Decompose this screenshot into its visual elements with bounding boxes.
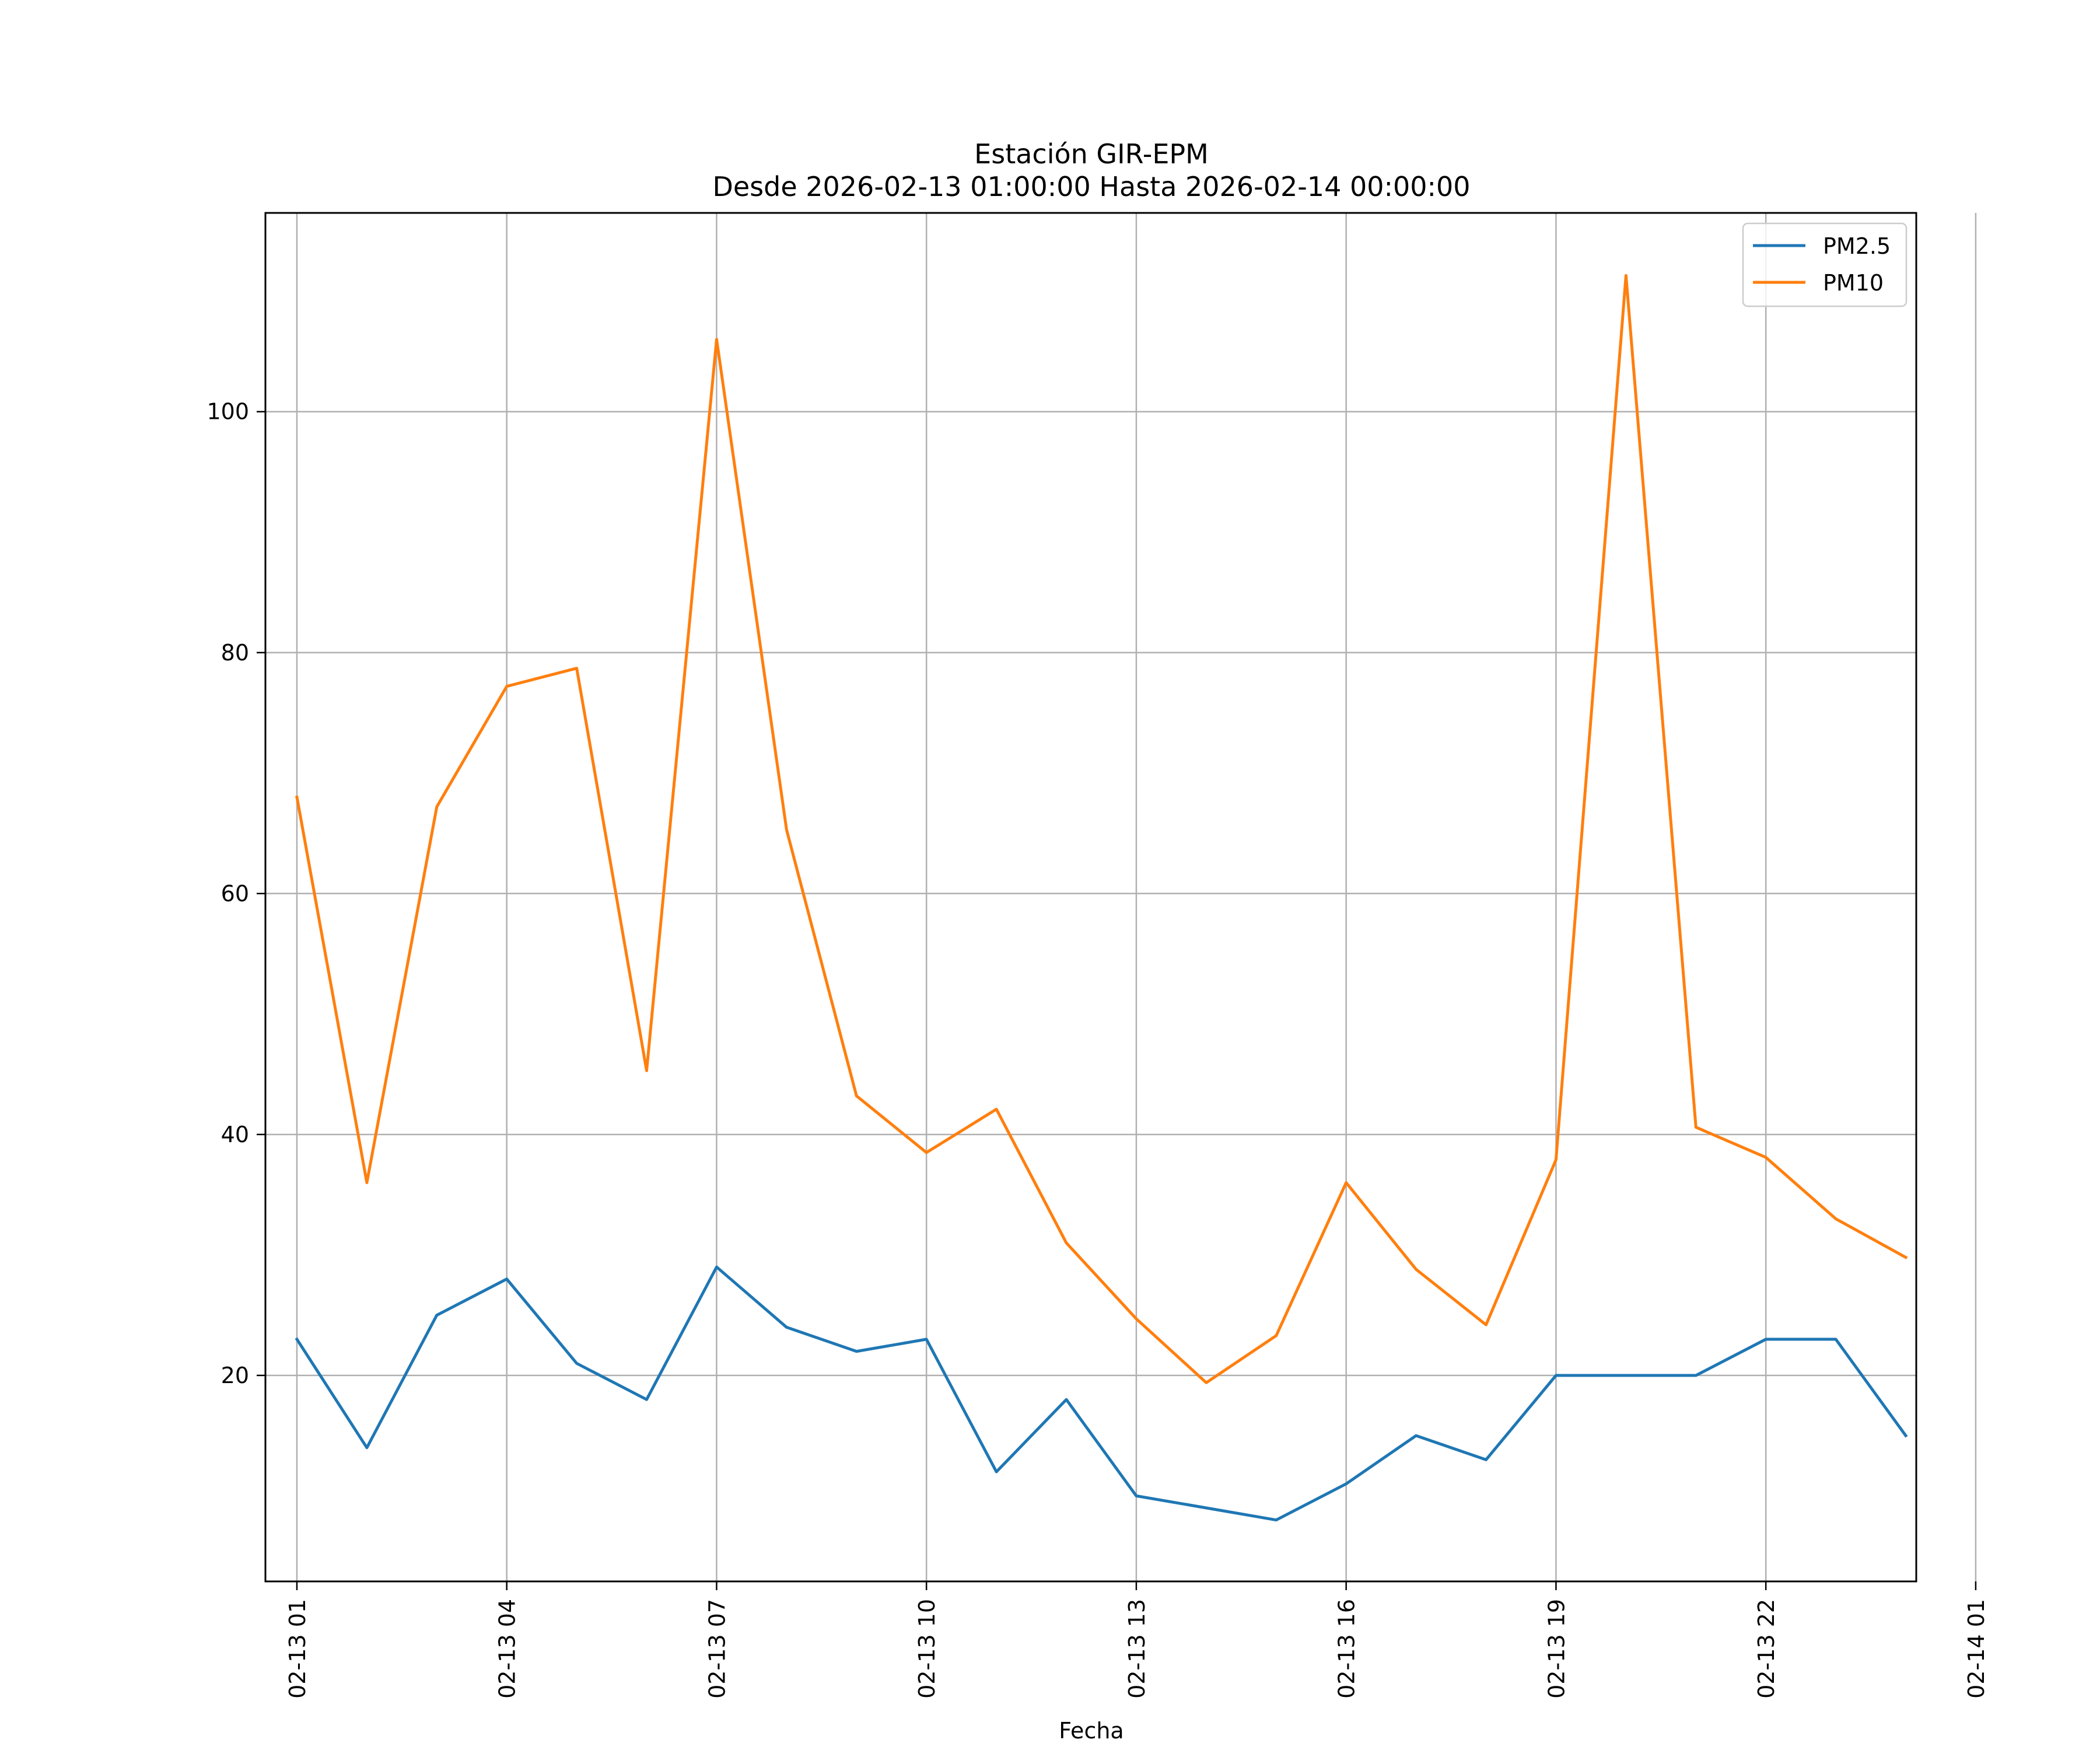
x-tick-label-2: 02-13 07 [704, 1599, 730, 1699]
x-tick-label-8: 02-14 01 [1964, 1599, 1989, 1699]
x-axis-label: Fecha [1059, 1718, 1124, 1744]
y-tick-label-3: 80 [221, 640, 249, 666]
legend-label-pm10: PM10 [1823, 270, 1884, 296]
x-tick-label-5: 02-13 16 [1334, 1599, 1360, 1699]
y-axis-ticks: 20 40 60 80 100 [206, 399, 265, 1388]
x-tick-label-7: 02-13 22 [1754, 1599, 1779, 1699]
series-line-pm25 [295, 1265, 1908, 1522]
legend-label-pm25: PM2.5 [1823, 233, 1891, 259]
x-axis-ticks: 02-13 01 02-13 04 02-13 07 02-13 10 02-13 13… [285, 1581, 1989, 1699]
series-lines [295, 274, 1908, 1522]
plot-frame [264, 212, 1917, 1583]
x-tick-label-4: 02-13 13 [1124, 1599, 1150, 1699]
y-tick-label-0: 20 [221, 1363, 249, 1388]
chart-title: Estación GIR-EPM [974, 138, 1209, 170]
x-tick-label-6: 02-13 19 [1544, 1599, 1569, 1699]
y-tick-label-1: 40 [221, 1122, 249, 1147]
x-tick-label-0: 02-13 01 [285, 1599, 310, 1699]
legend: PM2.5 PM10 [1742, 222, 1908, 307]
y-tick-label-4: 100 [206, 399, 249, 425]
y-tick-label-2: 60 [221, 881, 249, 907]
series-line-pm10 [295, 274, 1908, 1384]
x-tick-label-3: 02-13 10 [914, 1599, 940, 1699]
chart-subtitle: Desde 2026-02-13 01:00:00 Hasta 2026-02-… [712, 171, 1470, 202]
x-tick-label-1: 02-13 04 [495, 1599, 520, 1699]
